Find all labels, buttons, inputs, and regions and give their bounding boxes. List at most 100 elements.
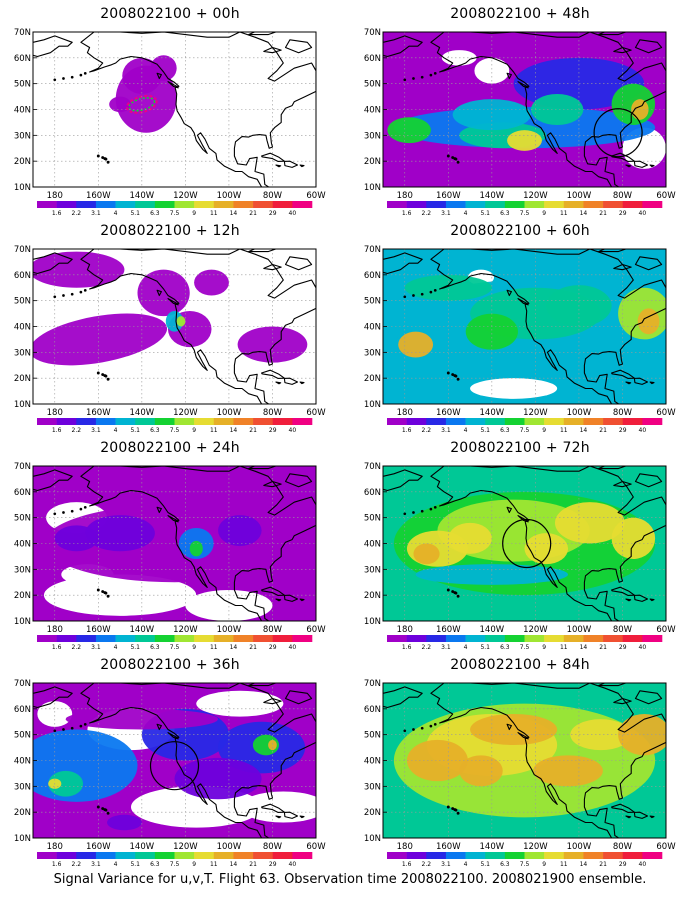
- colorbar-label: 29: [619, 644, 627, 651]
- colorbar-label: 6.3: [500, 427, 510, 434]
- colorbar-swatch: [213, 635, 234, 642]
- lat-tick-label: 20N: [364, 808, 381, 818]
- lat-tick-label: 10N: [364, 834, 381, 844]
- colorbar-swatch: [524, 635, 545, 642]
- panel-title: 2008022100 + 00h: [100, 6, 240, 22]
- lat-tick-label: 10N: [364, 400, 381, 410]
- colorbar-swatch: [174, 418, 195, 425]
- colorbar-swatch: [387, 201, 407, 208]
- colorbar-swatch: [387, 852, 407, 859]
- lon-tick-label: 120W: [173, 625, 198, 635]
- colorbar-label: 29: [619, 210, 627, 217]
- lon-tick-label: 100W: [217, 408, 242, 418]
- lat-tick-label: 50N: [14, 297, 31, 307]
- lon-tick-label: 80W: [263, 408, 283, 418]
- lon-tick-label: 100W: [217, 191, 242, 201]
- colorbar-swatch: [174, 852, 195, 859]
- colorbar-label: 14: [230, 644, 238, 651]
- lon-tick-label: 60W: [306, 408, 326, 418]
- colorbar-label: 9: [542, 210, 546, 217]
- colorbar-swatch: [445, 418, 466, 425]
- colorbar-label: 3.1: [441, 644, 451, 651]
- colorbar-swatch: [406, 852, 427, 859]
- lon-tick-label: 180: [397, 191, 413, 201]
- colorbar-swatch: [233, 635, 254, 642]
- colorbar-swatch: [174, 201, 195, 208]
- forecast-panel: 2008022100 + 84h 10N 20N 30N 40N 50N 60N 70N 180…: [350, 657, 690, 875]
- lon-tick-label: 120W: [523, 625, 548, 635]
- observation-circle: [149, 741, 200, 791]
- colorbar-swatch: [37, 635, 57, 642]
- colorbar-label: 29: [619, 861, 627, 868]
- lat-tick-label: 30N: [364, 131, 381, 141]
- colorbar-swatch: [622, 852, 643, 859]
- lon-tick-label: 100W: [217, 625, 242, 635]
- colorbar-swatch: [485, 635, 506, 642]
- lon-tick-label: 100W: [217, 842, 242, 852]
- lon-tick-label: 80W: [613, 408, 633, 418]
- colorbar-swatch: [426, 201, 447, 208]
- variance-map: 10N 20N 30N 40N 50N 60N 70N 180 160W 140W 120W 100W…: [364, 245, 676, 434]
- forecast-panel: 2008022100 + 24h 10N 20N 30N 40N 50N 60N 70N 180…: [0, 440, 340, 658]
- colorbar-swatch: [387, 418, 407, 425]
- colorbar-label: 5.1: [130, 644, 140, 651]
- colorbar-swatch: [544, 635, 565, 642]
- colorbar-swatch: [603, 635, 624, 642]
- lat-tick-label: 70N: [14, 28, 31, 38]
- colorbar-swatch: [115, 852, 136, 859]
- colorbar-swatch: [253, 635, 274, 642]
- lon-tick-label: 140W: [480, 191, 505, 201]
- colorbar-label: 21: [599, 861, 607, 868]
- lon-tick-label: 120W: [523, 191, 548, 201]
- colorbar-swatch: [233, 201, 254, 208]
- colorbar-label: 40: [639, 210, 647, 217]
- colorbar-label: 11: [210, 861, 218, 868]
- panel-title: 2008022100 + 24h: [100, 440, 240, 456]
- colorbar-label: 4: [464, 644, 468, 651]
- colorbar-label: 14: [580, 644, 588, 651]
- colorbar-label: 2.2: [72, 644, 82, 651]
- lat-tick-label: 50N: [364, 80, 381, 90]
- lon-tick-label: 180: [47, 191, 63, 201]
- colorbar-label: 4: [114, 861, 118, 868]
- lat-tick-label: 10N: [364, 183, 381, 193]
- lat-tick-label: 10N: [14, 400, 31, 410]
- colorbar-label: 1.6: [52, 427, 62, 434]
- colorbar-label: 14: [580, 427, 588, 434]
- lat-tick-label: 40N: [14, 323, 31, 333]
- colorbar-label: 6.3: [150, 644, 160, 651]
- colorbar-swatch: [95, 201, 116, 208]
- lon-tick-label: 160W: [86, 408, 111, 418]
- colorbar-label: 9: [542, 427, 546, 434]
- lat-tick-label: 50N: [14, 80, 31, 90]
- lon-tick-label: 120W: [173, 408, 198, 418]
- colorbar-swatch: [426, 635, 447, 642]
- colorbar-swatch: [622, 635, 643, 642]
- colorbar-label: 40: [289, 644, 297, 651]
- lon-tick-label: 160W: [436, 191, 461, 201]
- colorbar-label: 21: [249, 644, 257, 651]
- lat-tick-label: 40N: [14, 106, 31, 116]
- lon-tick-label: 140W: [130, 625, 155, 635]
- colorbar-label: 40: [289, 861, 297, 868]
- lat-tick-label: 30N: [364, 348, 381, 358]
- variance-map: 10N 20N 30N 40N 50N 60N 70N 180 160W 140W 120W 100W…: [14, 462, 326, 651]
- lat-tick-label: 60N: [14, 271, 31, 281]
- panel-title: 2008022100 + 48h: [450, 6, 590, 22]
- colorbar-label: 2.2: [72, 210, 82, 217]
- lat-tick-label: 60N: [364, 271, 381, 281]
- lon-tick-label: 160W: [86, 842, 111, 852]
- lat-tick-label: 20N: [14, 591, 31, 601]
- forecast-panel: 2008022100 + 72h 10N 20N 30N 40N 50N 60N 70N 180…: [350, 440, 690, 658]
- lat-tick-label: 10N: [14, 617, 31, 627]
- colorbar-label: 4: [114, 427, 118, 434]
- colorbar-label: 29: [619, 427, 627, 434]
- lon-tick-label: 140W: [130, 408, 155, 418]
- colorbar-label: 4: [114, 210, 118, 217]
- colorbar-swatch: [524, 418, 545, 425]
- lon-tick-label: 80W: [263, 842, 283, 852]
- colorbar-label: 11: [210, 210, 218, 217]
- colorbar-label: 29: [269, 427, 277, 434]
- colorbar-label: 7.5: [520, 427, 530, 434]
- colorbar-swatch: [406, 201, 427, 208]
